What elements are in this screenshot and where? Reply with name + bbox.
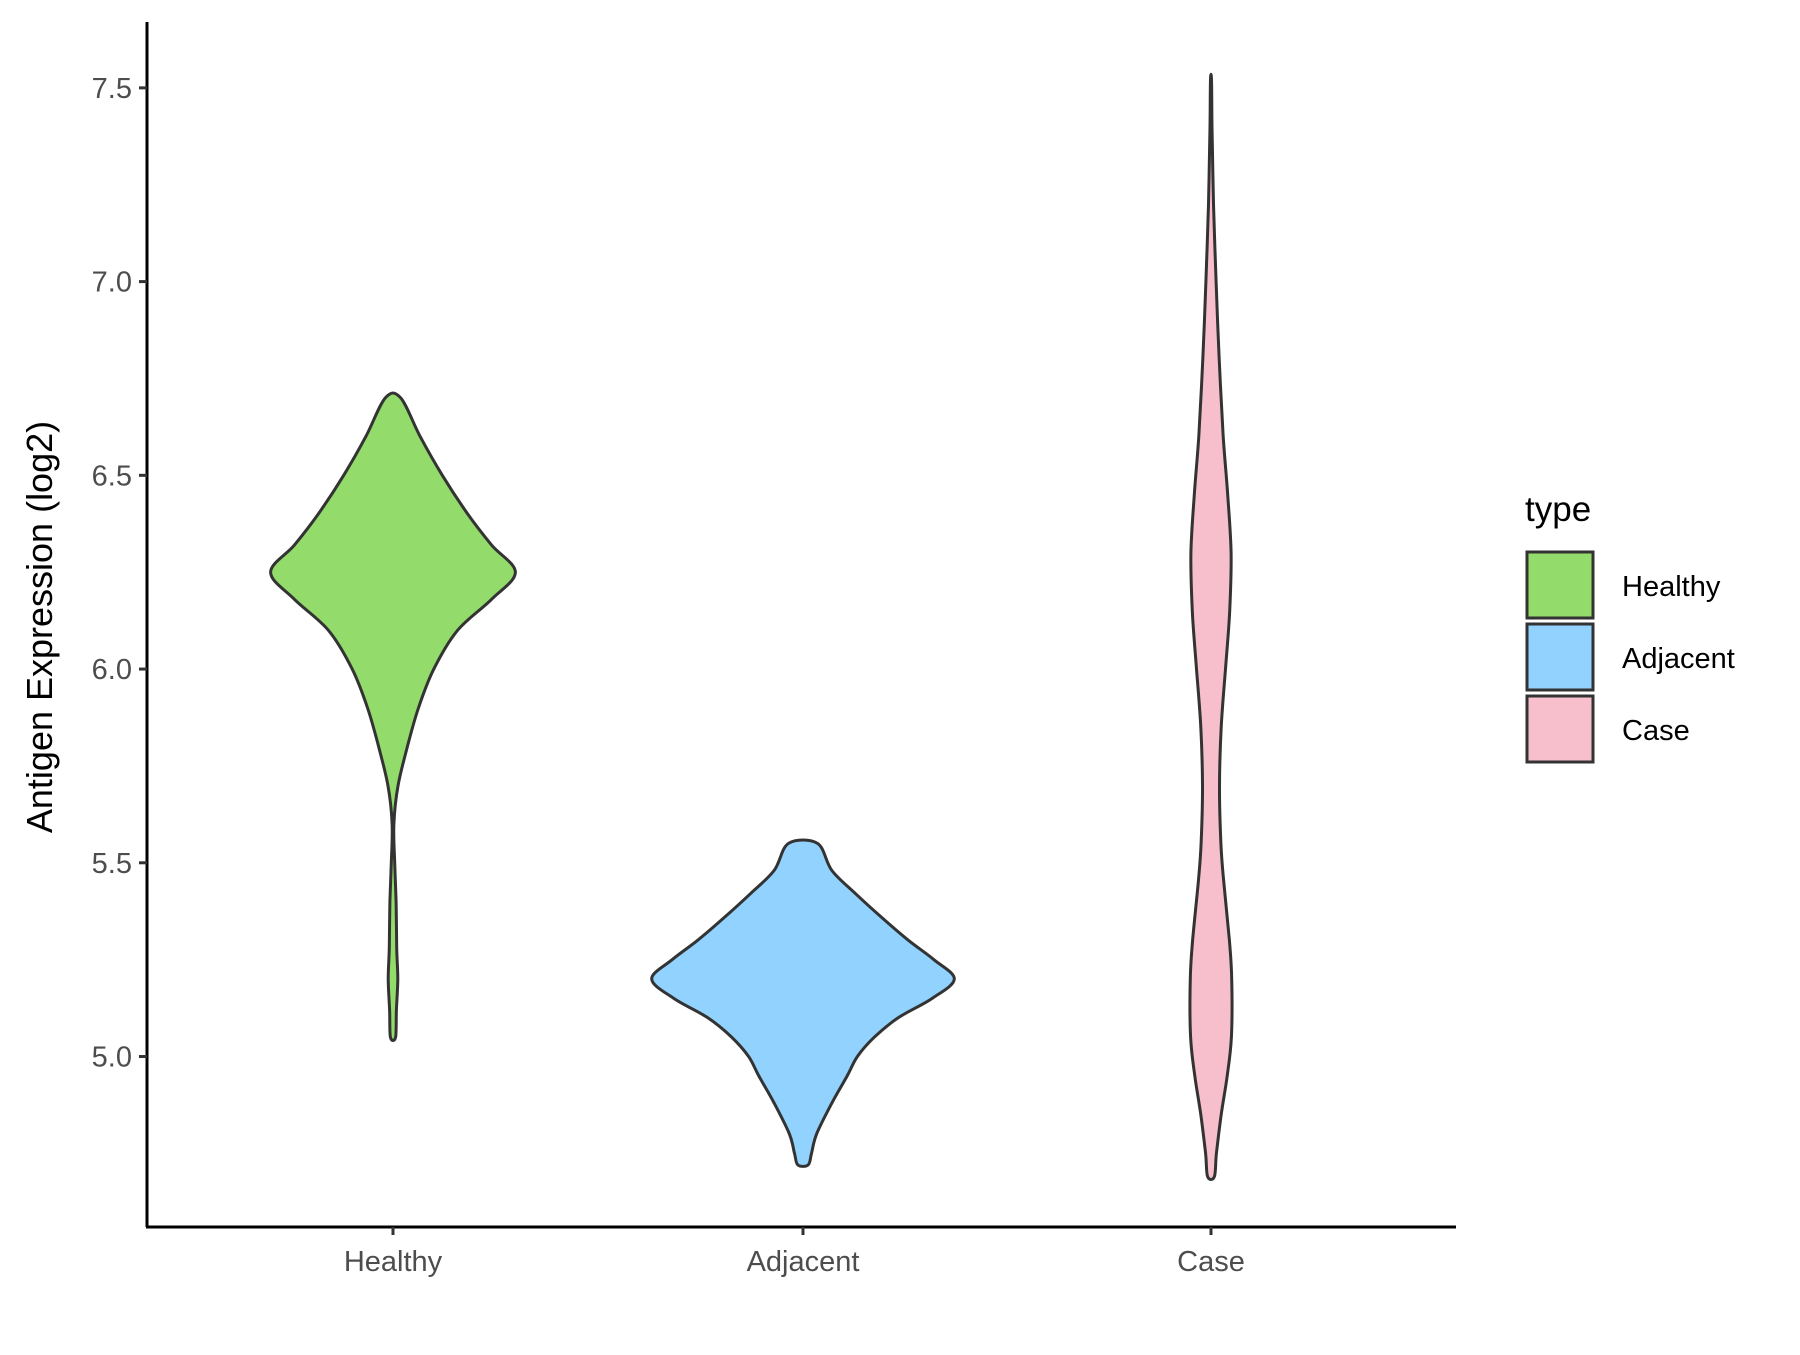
x-tick-label-case: Case — [1177, 1246, 1245, 1278]
legend-swatch-adjacent — [1525, 622, 1595, 692]
legend-entries: Healthy Adjacent Case — [1525, 550, 1735, 764]
y-tick-label: 5.0 — [92, 1042, 132, 1074]
y-tick-label: 6.5 — [92, 460, 132, 492]
y-tick-label: 6.0 — [92, 654, 132, 686]
violin-layer — [269, 72, 1234, 1181]
legend-label-adjacent: Adjacent — [1622, 643, 1735, 675]
legend-swatch-healthy — [1525, 550, 1595, 620]
legend-swatch-case — [1525, 694, 1595, 764]
axes-layer — [145, 22, 1456, 1229]
y-tick-label: 7.5 — [92, 73, 132, 105]
legend-title: type — [1525, 490, 1591, 529]
x-ticks: Healthy Adjacent Case — [344, 1227, 1245, 1278]
x-tick-label-healthy: Healthy — [344, 1246, 443, 1278]
legend-label-case: Case — [1622, 715, 1690, 747]
legend: type Healthy Adjacent Case — [1525, 490, 1735, 764]
violin-healthy — [269, 391, 517, 1042]
violin-adjacent — [650, 838, 956, 1168]
y-tick-label: 7.0 — [92, 267, 132, 299]
violin-case — [1188, 72, 1234, 1181]
y-ticks: 5.0 5.5 6.0 6.5 7.0 7.5 — [92, 73, 147, 1074]
legend-label-healthy: Healthy — [1622, 571, 1721, 603]
y-axis-title: Antigen Expression (log2) — [19, 421, 60, 833]
x-tick-label-adjacent: Adjacent — [747, 1246, 860, 1278]
y-tick-label: 5.5 — [92, 848, 132, 880]
